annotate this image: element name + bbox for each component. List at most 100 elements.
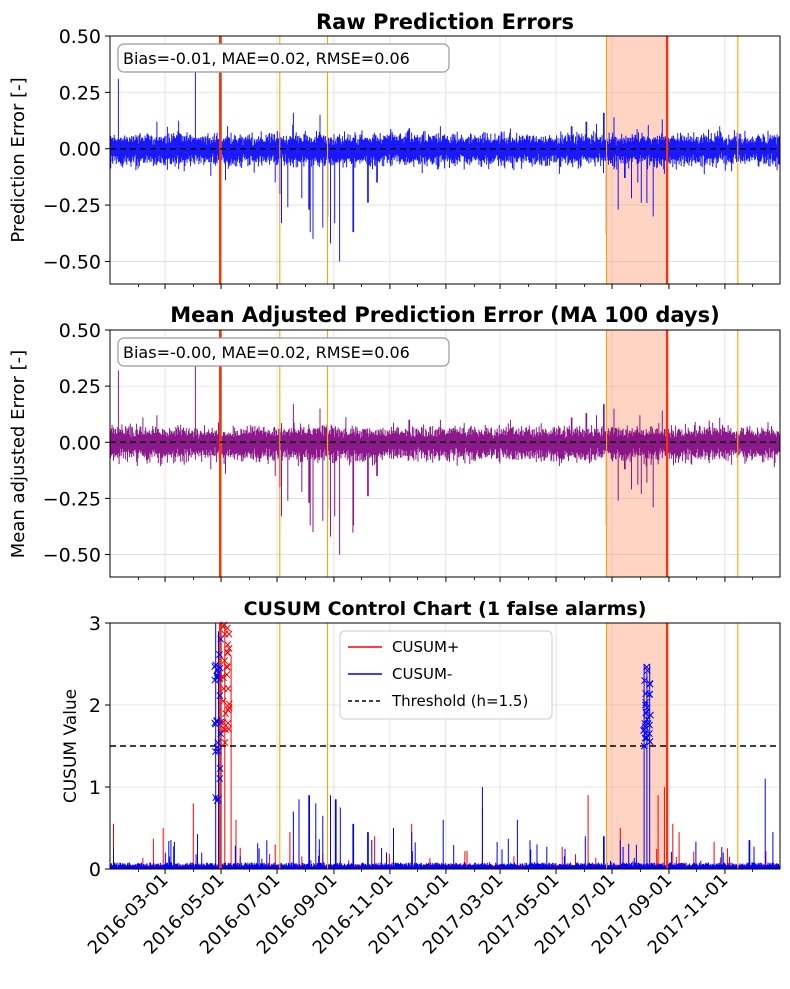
alarm-marker: × bbox=[213, 744, 223, 758]
alarm-marker: × bbox=[639, 674, 649, 688]
alarm-marker: × bbox=[218, 620, 228, 634]
alarm-marker: × bbox=[640, 731, 650, 745]
tick-layer: 0.50 0.25 0.00 −0.25 −0.50 bbox=[43, 26, 753, 289]
alarm-marker: × bbox=[215, 772, 225, 786]
alarm-marker: × bbox=[642, 664, 652, 678]
axes-frame bbox=[109, 35, 781, 285]
alarm-marker: × bbox=[212, 671, 222, 685]
legend: CUSUM+ CUSUM- Threshold (h=1.5) bbox=[339, 630, 553, 720]
alarm-marker: × bbox=[215, 762, 225, 776]
alarm-marker: × bbox=[215, 689, 225, 703]
chart-title: CUSUM Control Chart (1 false alarms) bbox=[244, 598, 647, 620]
alarm-marker: × bbox=[643, 717, 653, 731]
alarm-marker: × bbox=[213, 735, 223, 749]
y-tick-label: 0.50 bbox=[59, 26, 101, 48]
alarm-marker: × bbox=[641, 696, 651, 710]
y-axis-label: Mean adjusted Error [-] bbox=[8, 350, 29, 558]
legend-label-cusum-plus: CUSUM+ bbox=[392, 638, 459, 656]
axes-frame bbox=[109, 329, 781, 578]
alarm-marker: × bbox=[639, 723, 649, 737]
stats-box: Bias=-0.00, MAE=0.02, RMSE=0.06 bbox=[117, 337, 450, 367]
alarm-marker: × bbox=[213, 669, 223, 683]
alarm-marker: × bbox=[223, 716, 233, 730]
y-axis-label: Prediction Error [-] bbox=[8, 77, 29, 242]
alarm-marker: × bbox=[219, 722, 229, 736]
alarm-marker: × bbox=[210, 717, 220, 731]
alarm-marker: × bbox=[224, 700, 234, 714]
alarm-marker: × bbox=[216, 715, 226, 729]
y-tick-label: −0.50 bbox=[43, 251, 101, 273]
alarm-marker: × bbox=[645, 677, 655, 691]
alarm-marker: × bbox=[638, 724, 648, 738]
alarm-marker: × bbox=[224, 627, 234, 641]
alarm-marker: × bbox=[216, 726, 226, 740]
chart-title: Mean Adjusted Prediction Error (MA 100 d… bbox=[170, 303, 719, 327]
alarm-marker: × bbox=[219, 682, 229, 696]
alarm-marker: × bbox=[220, 735, 230, 749]
stats-box-background bbox=[117, 337, 450, 367]
alarm-marker: × bbox=[642, 712, 652, 726]
alarm-marker: × bbox=[210, 673, 220, 687]
y-tick-label: 2 bbox=[89, 695, 101, 717]
alarm-marker: × bbox=[224, 722, 234, 736]
y-tick-label: 3 bbox=[89, 613, 101, 635]
stats-box: Bias=-0.01, MAE=0.02, RMSE=0.06 bbox=[117, 43, 450, 73]
alarm-marker: × bbox=[641, 730, 651, 744]
alarm-marker: × bbox=[211, 791, 221, 805]
alarm-marker: × bbox=[217, 670, 227, 684]
alarm-marker: × bbox=[224, 697, 234, 711]
alarm-marker: × bbox=[223, 638, 233, 652]
alarm-marker: × bbox=[213, 792, 223, 806]
alarm-marker: × bbox=[219, 618, 229, 632]
alarm-marker: × bbox=[222, 659, 232, 673]
panel-cusum: ××××××××××××××××××××××××××××××××××××××××… bbox=[61, 598, 781, 881]
tick-layer: 3 2 1 0 bbox=[89, 613, 753, 881]
alarm-marker: × bbox=[222, 667, 232, 681]
alarm-marker: × bbox=[644, 688, 654, 702]
alarm-marker: × bbox=[223, 682, 233, 696]
alarm-marker: × bbox=[640, 717, 650, 731]
alarm-marker: × bbox=[214, 648, 224, 662]
alarm-marker: × bbox=[211, 658, 221, 672]
drift-shaded-region bbox=[606, 623, 668, 869]
drift-lines-layer bbox=[219, 330, 739, 577]
drift-shaded-region-layer bbox=[606, 623, 668, 869]
alarm-marker: × bbox=[215, 672, 225, 686]
panel-raw-errors: 0.50 0.25 0.00 −0.25 −0.50 Raw Prediction Er… bbox=[8, 10, 781, 289]
alarm-marker: × bbox=[218, 694, 228, 708]
alarm-marker: × bbox=[210, 716, 220, 730]
alarm-marker: × bbox=[212, 740, 222, 754]
alarm-marker: × bbox=[222, 621, 232, 635]
alarm-marker: × bbox=[215, 661, 225, 675]
alarm-marker: × bbox=[642, 660, 652, 674]
y-tick-label: −0.50 bbox=[43, 545, 101, 567]
alarm-marker: × bbox=[641, 706, 651, 720]
alarm-marker: × bbox=[212, 662, 222, 676]
y-tick-label: −0.25 bbox=[43, 488, 101, 510]
alarm-marker: × bbox=[645, 677, 655, 691]
alarm-marker: × bbox=[212, 669, 222, 683]
alarm-marker: × bbox=[220, 627, 230, 641]
alarm-marker: × bbox=[641, 705, 651, 719]
alarm-marker: × bbox=[212, 794, 222, 808]
alarm-marker: × bbox=[212, 713, 222, 727]
y-tick-label: 0.25 bbox=[59, 82, 101, 104]
y-tick-label: 0.50 bbox=[59, 320, 101, 342]
stats-box-text: Bias=-0.01, MAE=0.02, RMSE=0.06 bbox=[123, 49, 410, 68]
alarm-marker: × bbox=[210, 745, 220, 759]
alarm-marker: × bbox=[642, 731, 652, 745]
alarm-marker: × bbox=[212, 714, 222, 728]
alarm-marker: × bbox=[645, 718, 655, 732]
alarm-marker: × bbox=[223, 646, 233, 660]
legend-background bbox=[339, 630, 553, 720]
alarm-marker: × bbox=[222, 660, 232, 674]
stats-box-background bbox=[117, 43, 450, 73]
alarm-marker: × bbox=[639, 739, 649, 753]
alarm-marker: × bbox=[213, 666, 223, 680]
legend-label-cusum-minus: CUSUM- bbox=[392, 665, 452, 683]
alarm-marker: × bbox=[645, 734, 655, 748]
alarm-marker: × bbox=[224, 642, 234, 656]
drift-lines-layer bbox=[219, 36, 739, 284]
alarm-marker: × bbox=[641, 687, 651, 701]
alarm-marker: × bbox=[641, 727, 651, 741]
